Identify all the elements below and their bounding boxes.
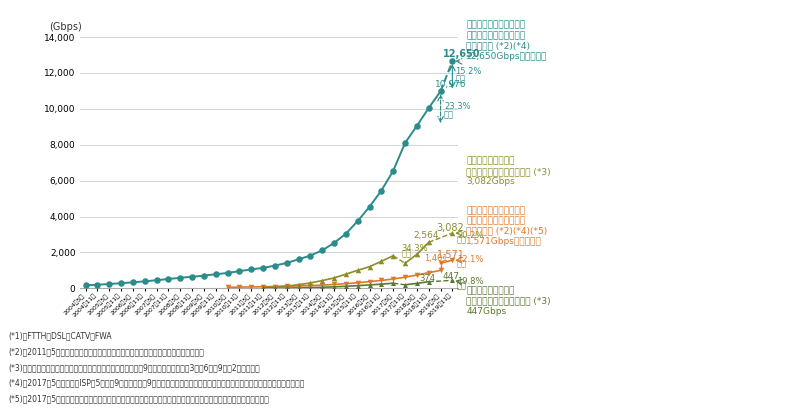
Point (281, 283, 293, 289)
Point (91, 281, 104, 288)
Point (363, 279, 376, 285)
Text: 23.3%: 23.3% (444, 102, 471, 111)
Point (233, 284, 245, 290)
Point (257, 265, 269, 271)
Point (363, 204, 376, 210)
Point (375, 281, 388, 288)
Point (257, 283, 269, 290)
Text: (*5)！2017年5月から１月までの期間に、協力事業者の一部において計測方法を見直したため、不連続が生じている。: (*5)！2017年5月から１月までの期間に、協力事業者の一部において計測方法を… (8, 394, 269, 403)
Point (222, 284, 234, 290)
Text: 447: 447 (442, 272, 459, 281)
Point (434, 267, 447, 274)
Text: 15.2%: 15.2% (455, 67, 481, 76)
Point (292, 285, 305, 291)
Point (269, 262, 281, 269)
Text: (*4)！2017年5月より協力ISPが5社かと9社に増加し、9社からの情報による集計値及び推定値としたため、不連続が生じている。: (*4)！2017年5月より協力ISPが5社かと9社に増加し、9社からの情報によ… (8, 379, 304, 388)
Point (387, 276, 399, 282)
Text: 我が国の移動通信の
総アップロードトラヒック (*3)
447Gbps: 我が国の移動通信の 総アップロードトラヒック (*3) 447Gbps (466, 286, 551, 316)
Point (162, 276, 175, 282)
Point (245, 283, 257, 290)
Point (210, 271, 222, 278)
Text: 3,082: 3,082 (437, 222, 465, 233)
Point (103, 281, 116, 287)
Point (398, 281, 411, 288)
Text: 34.3%: 34.3% (402, 244, 428, 253)
Point (304, 284, 316, 291)
Point (328, 240, 340, 246)
Point (398, 260, 411, 267)
Point (375, 187, 388, 194)
Text: 2,564: 2,564 (414, 232, 439, 241)
Point (446, 58, 459, 65)
Point (127, 279, 139, 286)
Point (281, 260, 293, 266)
Text: 1,571: 1,571 (437, 250, 465, 260)
Text: 19.8%: 19.8% (457, 277, 484, 286)
Point (233, 268, 245, 274)
Point (316, 277, 328, 284)
Point (245, 266, 257, 273)
Point (174, 274, 186, 281)
Point (115, 280, 128, 286)
Point (222, 270, 234, 276)
Text: 増加: 増加 (455, 75, 465, 84)
Point (257, 284, 269, 291)
Point (139, 278, 151, 285)
Point (340, 230, 352, 237)
Text: 我が国のブロードバンド
契約者の総アップロード
トラヒック (*2)(*4)(*5)
1,571Gbps（推定値）: 我が国のブロードバンド 契約者の総アップロード トラヒック (*2)(*4)(*… (466, 206, 548, 246)
Text: 374: 374 (419, 274, 435, 283)
Text: (*2)！2011年5月以前は、携帯電話網との間の移動通信トラヒックの一部が含まれる。: (*2)！2011年5月以前は、携帯電話網との間の移動通信トラヒックの一部が含ま… (8, 347, 204, 356)
Point (328, 283, 340, 290)
Text: 12.1%: 12.1% (457, 255, 484, 264)
Point (410, 280, 423, 287)
Point (387, 168, 399, 174)
Point (292, 281, 305, 288)
Point (410, 123, 423, 129)
Point (410, 272, 423, 279)
Text: 20.2%: 20.2% (457, 231, 484, 240)
Point (281, 283, 293, 290)
Text: 増加: 増加 (457, 281, 467, 290)
Point (186, 274, 198, 280)
Point (328, 281, 340, 288)
Point (292, 256, 305, 262)
Point (79, 282, 92, 288)
Text: 増加: 増加 (457, 236, 467, 245)
Point (316, 247, 328, 254)
Point (351, 282, 364, 289)
Point (363, 282, 376, 288)
Text: 我が国のブロードバンド
契約者の総ダウンロード
トラヒック (*2)(*4)
12,650Gbps（推定値）: 我が国のブロードバンド 契約者の総ダウンロード トラヒック (*2)(*4) 1… (466, 21, 548, 61)
Point (422, 239, 435, 246)
Point (316, 282, 328, 288)
Point (304, 252, 316, 259)
Point (351, 267, 364, 274)
Point (446, 230, 459, 236)
Text: (*3)『総務省　我が国の移動通信トラヒックの現状（令和元年9月分）』より引用（3月、6月、9月、2月に計測）: (*3)『総務省 我が国の移動通信トラヒックの現状（令和元年9月分）』より引用（… (8, 363, 260, 372)
Text: (Gbps): (Gbps) (49, 22, 82, 32)
Point (351, 279, 364, 286)
Point (375, 258, 388, 265)
Point (387, 253, 399, 259)
Point (434, 88, 447, 95)
Text: 増加: 増加 (402, 250, 411, 259)
Point (304, 282, 316, 289)
Point (422, 279, 435, 285)
Text: 12,650: 12,650 (443, 49, 481, 59)
Text: (*1)　FTTH、DSL、CATV、FWA: (*1) FTTH、DSL、CATV、FWA (8, 332, 112, 341)
Point (363, 263, 376, 270)
Point (434, 260, 447, 267)
Point (398, 140, 411, 146)
Point (328, 275, 340, 281)
Point (292, 283, 305, 289)
Point (398, 274, 411, 281)
Text: 我が国の移動通信の
総ダウンロードトラヒック (*3)
3,082Gbps: 我が国の移動通信の 総ダウンロードトラヒック (*3) 3,082Gbps (466, 157, 551, 186)
Point (340, 281, 352, 287)
Point (340, 271, 352, 278)
Point (198, 272, 210, 279)
Point (304, 280, 316, 286)
Point (351, 218, 364, 225)
Text: 10,976: 10,976 (435, 80, 467, 89)
Point (446, 257, 459, 264)
Point (281, 285, 293, 291)
Point (257, 285, 269, 292)
